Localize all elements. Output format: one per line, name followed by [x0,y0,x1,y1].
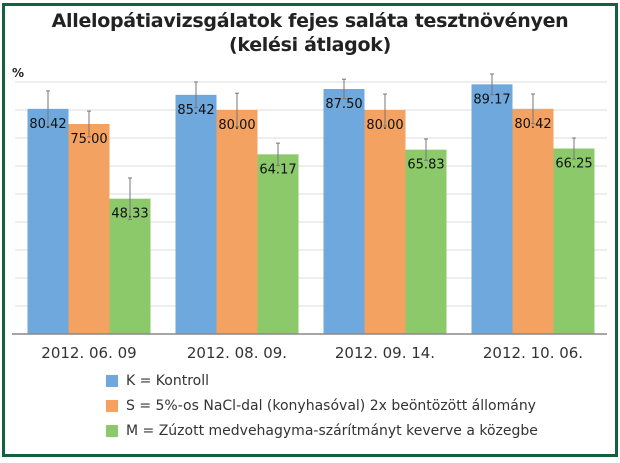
chart-subtitle: (kelési átlagok) [229,34,391,56]
bar [68,124,110,334]
data-label: 80.42 [29,117,66,132]
bar [257,154,299,334]
data-label: 80.42 [514,117,551,132]
legend-item-k: K = Kontroll [106,373,209,389]
bar [553,148,595,334]
data-label: 64.17 [259,162,296,177]
data-label: 48.33 [111,207,148,222]
x-tick-label: 2012. 06. 09 [41,344,136,362]
data-label: 89.17 [473,92,510,107]
bar [27,108,69,334]
chart-frame [2,3,618,457]
data-label: 75.00 [70,132,107,147]
data-label: 85.42 [177,103,214,118]
legend-swatch [106,400,118,412]
bar [364,110,406,334]
bar [175,94,217,334]
data-label: 66.25 [555,157,592,172]
bar [512,108,554,334]
chart-title: Allelopátiavizsgálatok fejes saláta tesz… [51,10,569,32]
data-label: 65.83 [407,158,444,173]
legend-swatch [106,425,118,437]
bar [471,84,513,334]
bar [216,110,258,334]
legend-swatch [106,375,118,387]
legend-item-s: S = 5%-os NaCl-dal (konyhasóval) 2x beön… [106,398,536,414]
data-label: 80.00 [366,118,403,133]
bar [323,89,365,334]
data-label: 87.50 [325,97,362,112]
y-axis-label: % [12,66,25,80]
x-tick-label: 2012. 09. 14. [335,344,435,362]
data-label: 80.00 [218,118,255,133]
bar [405,149,447,334]
x-tick-label: 2012. 10. 06. [483,344,583,362]
legend-item-m: M = Zúzott medvehagyma-szárítmányt kever… [106,423,538,439]
bar [109,198,151,334]
x-tick-label: 2012. 08. 09. [187,344,287,362]
